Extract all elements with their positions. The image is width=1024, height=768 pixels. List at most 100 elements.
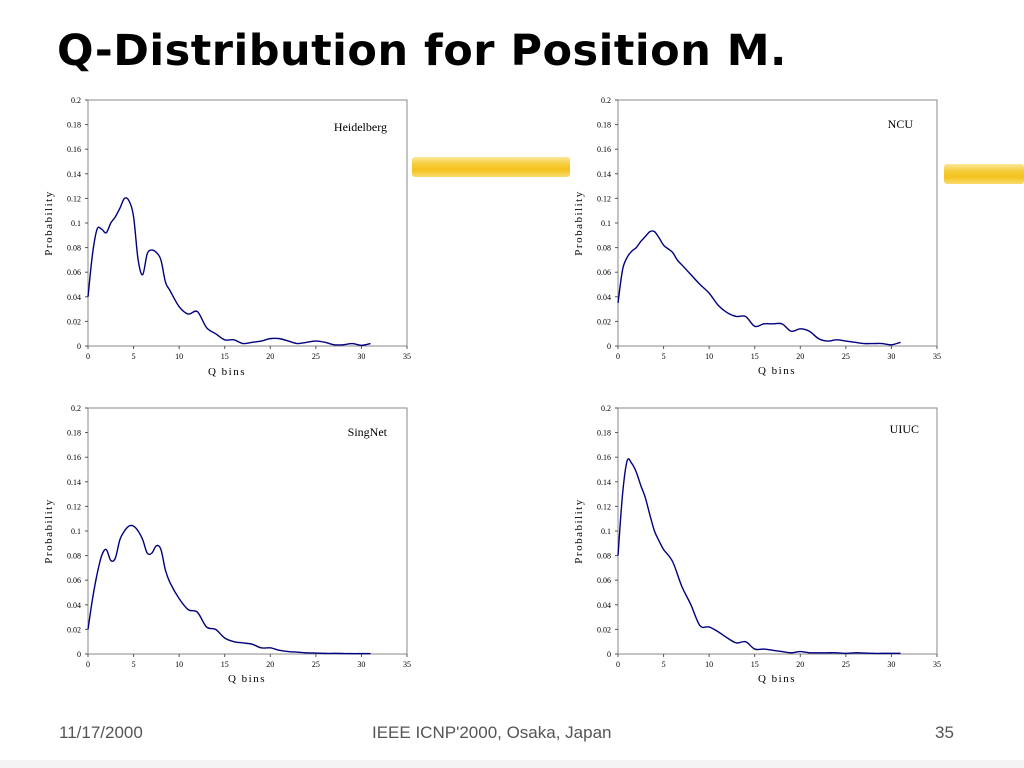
x-axis-title: Q bins (758, 365, 796, 377)
x-tick-label: 0 (616, 660, 620, 669)
y-tick-label: 0.12 (67, 194, 81, 203)
y-tick-label: 0.08 (597, 552, 611, 561)
y-ticks: 0 0.02 0.04 0.06 0.08 0.1 0.12 0.14 0.16 0.18 0.2 (67, 96, 88, 351)
chart-ncu: 0 5 10 15 20 25 30 35 00.020.040.060.080.10.120… (573, 96, 941, 377)
y-axis-title: Probability (573, 498, 585, 563)
y-tick-label: 0.08 (67, 552, 81, 561)
footer-date: 11/17/2000 (59, 723, 143, 742)
x-tick-label: 25 (312, 352, 320, 361)
footer-page-number: 35 (935, 723, 954, 742)
y-tick-label: 0.1 (71, 527, 81, 536)
y-tick-label: 0.16 (597, 453, 611, 462)
y-tick-label: 0.04 (597, 601, 611, 610)
x-tick-label: 30 (357, 660, 365, 669)
y-tick-label: 0.18 (67, 429, 81, 438)
x-tick-label: 15 (751, 352, 759, 361)
x-tick-label: 0 (86, 660, 90, 669)
x-tick-label: 35 (403, 352, 411, 361)
y-tick-label: 0.12 (67, 502, 81, 511)
x-tick-label: 30 (887, 660, 895, 669)
y-tick-label: 0.08 (597, 244, 611, 253)
y-tick-label: 0.06 (597, 268, 611, 277)
panel-label: NCU (888, 117, 914, 131)
plot-frame (617, 407, 938, 655)
x-ticks: 0 5 10 15 20 25 30 35 (86, 654, 411, 669)
y-tick-label: 0.2 (601, 96, 611, 105)
panel-label: Heidelberg (334, 120, 387, 134)
x-axis-title: Q bins (228, 673, 266, 685)
series-line (617, 458, 901, 655)
y-tick-label: 0.04 (597, 293, 611, 302)
x-tick-label: 35 (933, 660, 941, 669)
series-line (87, 197, 371, 347)
y-tick-label: 0.14 (597, 478, 611, 487)
y-tick-label: 0.12 (597, 502, 611, 511)
footer-conference: IEEE ICNP'2000, Osaka, Japan (372, 723, 612, 742)
y-ticks: 0 0.02 0.04 0.06 0.08 0.1 0.12 0.14 0.16 0.18 0.2 (597, 404, 618, 659)
y-tick-label: 0.04 (67, 293, 81, 302)
y-tick-label: 0 (77, 650, 81, 659)
y-tick-label: 0.18 (597, 121, 611, 130)
chart-singnet: 0 5 10 15 20 25 30 35 00.020.040.060.080.10.120… (43, 404, 411, 685)
bottom-rule (0, 760, 1024, 768)
slide-title: Q-Distribution for Position M. (57, 26, 787, 76)
y-tick-label: 0.06 (67, 268, 81, 277)
x-tick-label: 5 (132, 660, 136, 669)
plot-frame (87, 407, 408, 655)
y-tick-label: 0.2 (71, 96, 81, 105)
y-tick-label: 0.16 (67, 453, 81, 462)
x-tick-label: 20 (796, 660, 804, 669)
y-tick-label: 0.18 (597, 429, 611, 438)
x-tick-label: 10 (705, 660, 713, 669)
x-axis-title: Q bins (208, 366, 246, 378)
y-tick-label: 0.14 (597, 170, 611, 179)
y-tick-label: 0.12 (597, 194, 611, 203)
x-tick-label: 5 (132, 352, 136, 361)
x-tick-label: 25 (312, 660, 320, 669)
y-tick-label: 0.06 (597, 576, 611, 585)
y-tick-label: 0 (77, 342, 81, 351)
x-ticks: 0 5 10 15 20 25 30 35 (616, 654, 941, 669)
y-axis-title: Probability (43, 498, 55, 563)
chart-uiuc: 0 5 10 15 20 25 30 35 00.020.040.060.080.10.120… (573, 404, 941, 685)
x-tick-label: 10 (705, 352, 713, 361)
y-tick-label: 0.02 (67, 625, 81, 634)
y-ticks: 0 0.02 0.04 0.06 0.08 0.1 0.12 0.14 0.16 0.18 0.2 (67, 404, 88, 659)
x-tick-label: 30 (887, 352, 895, 361)
x-ticks: 0 5 10 15 20 25 30 35 (86, 346, 411, 361)
plot-frame (617, 99, 938, 347)
chart-heidelberg: 0 5 10 15 20 25 30 35 00.020.040.060.080.10.120… (43, 96, 411, 378)
x-tick-label: 0 (616, 352, 620, 361)
y-tick-label: 0.08 (67, 244, 81, 253)
y-tick-label: 0 (607, 342, 611, 351)
y-tick-label: 0.02 (67, 317, 81, 326)
x-tick-label: 5 (662, 660, 666, 669)
y-tick-label: 0 (607, 650, 611, 659)
highlighter-mark-top-right (944, 164, 1024, 184)
y-tick-label: 0.1 (601, 219, 611, 228)
y-tick-label: 0.16 (67, 145, 81, 154)
y-tick-label: 0.2 (71, 404, 81, 413)
plot-frame (87, 99, 408, 347)
y-tick-label: 0.02 (597, 625, 611, 634)
x-tick-label: 25 (842, 352, 850, 361)
x-axis-title: Q bins (758, 673, 796, 685)
x-tick-label: 30 (357, 352, 365, 361)
y-tick-label: 0.2 (601, 404, 611, 413)
x-tick-label: 20 (266, 352, 274, 361)
x-tick-label: 15 (221, 660, 229, 669)
y-tick-label: 0.02 (597, 317, 611, 326)
x-tick-label: 15 (221, 352, 229, 361)
y-axis-title: Probability (573, 190, 585, 255)
y-tick-label: 0.18 (67, 121, 81, 130)
y-tick-label: 0.06 (67, 576, 81, 585)
x-tick-label: 0 (86, 352, 90, 361)
x-tick-label: 25 (842, 660, 850, 669)
y-tick-label: 0.14 (67, 170, 81, 179)
y-tick-label: 0.04 (67, 601, 81, 610)
y-tick-label: 0.14 (67, 478, 81, 487)
series-line (87, 524, 371, 655)
y-axis-title: Probability (43, 190, 55, 255)
y-tick-label: 0.16 (597, 145, 611, 154)
panel-label: UIUC (890, 422, 919, 436)
